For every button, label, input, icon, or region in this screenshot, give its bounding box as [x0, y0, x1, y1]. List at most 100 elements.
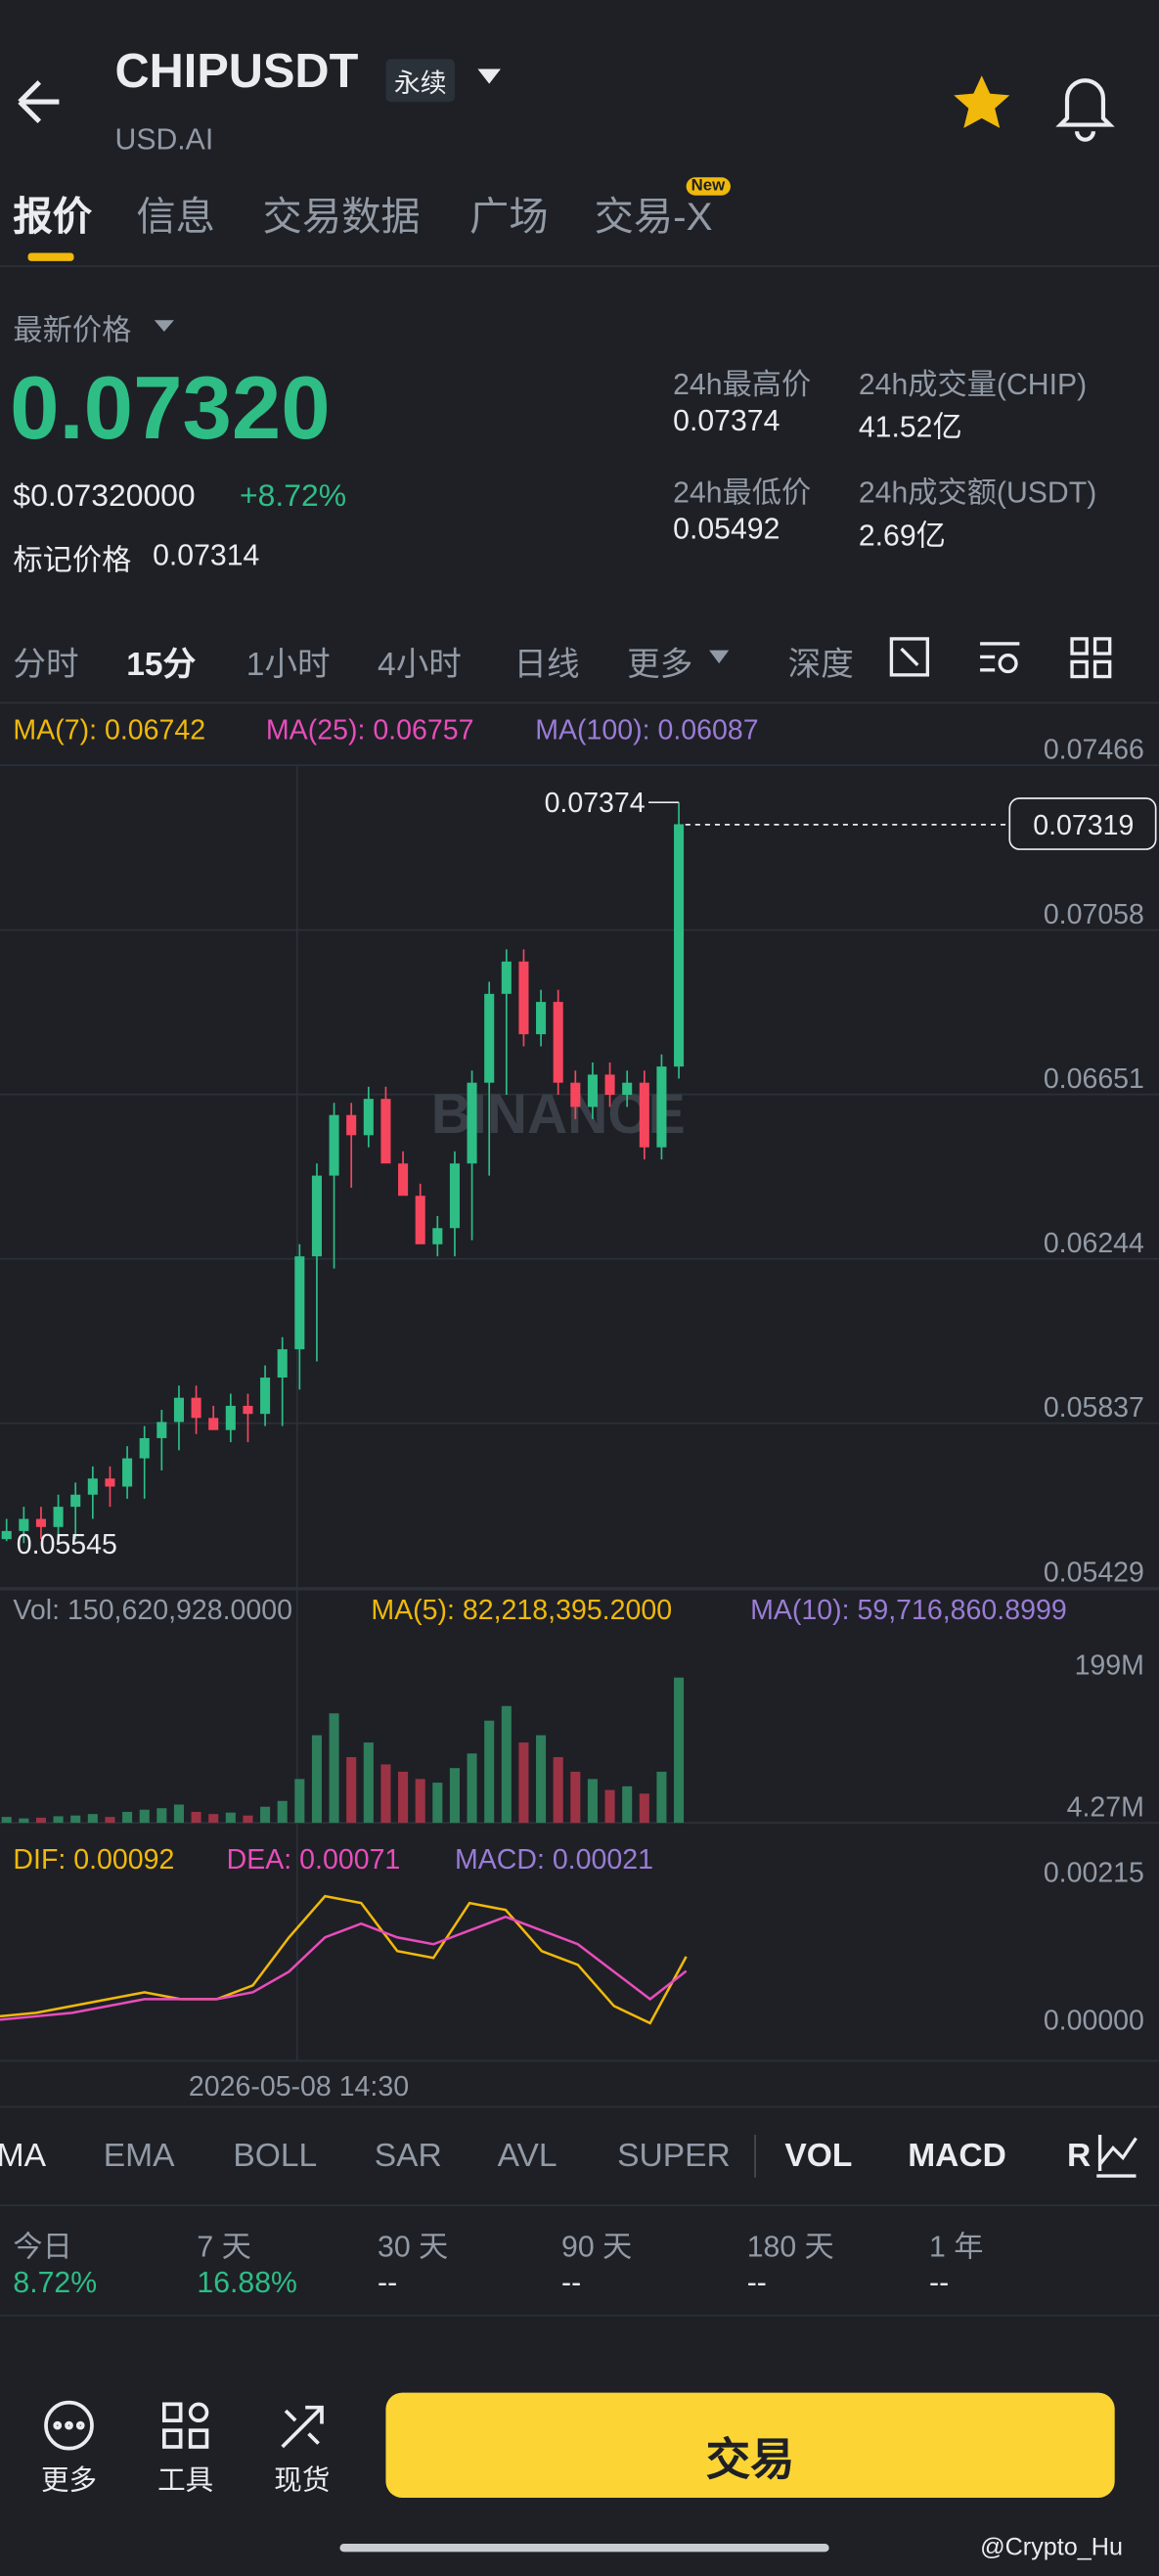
candle-body	[536, 1002, 547, 1035]
candle-body	[35, 1518, 46, 1527]
candle-body	[191, 1397, 201, 1419]
candle-body	[604, 1074, 615, 1096]
interval[interactable]: 深度	[787, 647, 854, 684]
candle-body	[518, 961, 529, 1035]
stat-value: 2.69亿	[858, 519, 946, 552]
candle-body	[363, 1099, 374, 1136]
stat-label: 24h最高价	[673, 367, 812, 401]
star-icon[interactable]	[954, 75, 1010, 128]
volume-bar	[277, 1800, 288, 1824]
interval[interactable]: 15分	[126, 647, 197, 684]
interval[interactable]: 日线	[513, 647, 580, 684]
indicator-label: MA(7): 0.06742	[13, 714, 206, 746]
y-tick-label: 0.00000	[1044, 2005, 1144, 2036]
contract-tag: 永续	[385, 59, 455, 103]
back-icon[interactable]	[18, 80, 60, 123]
perf-value: --	[929, 2266, 950, 2299]
volume-bar	[208, 1814, 219, 1824]
x-tick-label: 2026-05-08 14:30	[189, 2071, 409, 2102]
indicator-tab[interactable]: EMA	[103, 2138, 175, 2175]
caret-icon[interactable]	[154, 320, 174, 333]
bottom-icons[interactable]	[44, 2400, 324, 2451]
candle-body	[1, 1530, 12, 1540]
nav-label[interactable]: 更多	[40, 2464, 98, 2497]
indicator-tab[interactable]: VOL	[784, 2138, 853, 2175]
volume-bar	[570, 1771, 581, 1824]
indicator-tab[interactable]: BOLL	[233, 2138, 318, 2175]
volume-bar	[674, 1677, 685, 1824]
candle-body	[105, 1478, 115, 1487]
tab[interactable]: 信息	[136, 195, 215, 241]
tab[interactable]: 交易数据	[262, 195, 421, 241]
last-price: 0.07320	[10, 359, 331, 459]
perf-label: 180 天	[746, 2230, 834, 2263]
interval[interactable]: 更多	[627, 647, 693, 684]
y-tick-label: 0.05429	[1044, 1557, 1144, 1588]
volume-bar	[449, 1768, 460, 1824]
candle-body	[208, 1418, 219, 1430]
trade-button[interactable]	[385, 2392, 1115, 2498]
candle-body	[329, 1114, 339, 1176]
volume-bar	[329, 1713, 339, 1824]
new-badge: New	[686, 177, 731, 196]
interval[interactable]: 4小时	[378, 647, 462, 684]
trade-label[interactable]: 交易	[705, 2435, 795, 2485]
perf-value: --	[746, 2266, 767, 2299]
current-price-box	[1008, 797, 1157, 850]
tab[interactable]: 报价	[13, 195, 92, 241]
perf-value: 8.72%	[13, 2266, 98, 2299]
candle-body	[260, 1378, 271, 1415]
caret-icon[interactable]	[709, 650, 730, 664]
volume-bar	[156, 1808, 167, 1824]
toolbar-icons[interactable]	[889, 637, 1112, 679]
perf-label: 今日	[13, 2230, 72, 2263]
low-label: 0.05545	[17, 1529, 117, 1560]
volume-bar	[53, 1816, 64, 1824]
caret-icon[interactable]	[477, 68, 501, 84]
stat-value: 0.05492	[673, 512, 780, 546]
chart-settings-icon[interactable]	[1096, 2135, 1137, 2178]
indicator-tab[interactable]: R	[1067, 2138, 1092, 2175]
interval[interactable]: 分时	[13, 647, 79, 684]
candle-body	[70, 1494, 81, 1508]
candle-body	[553, 1002, 563, 1083]
candle-body	[139, 1437, 150, 1459]
tab[interactable]: 广场	[469, 195, 549, 241]
volume-bar	[1, 1817, 12, 1824]
volume-bar	[518, 1742, 529, 1824]
price-label[interactable]: 最新价格	[13, 313, 132, 347]
nav-label[interactable]: 工具	[157, 2464, 214, 2497]
candle-body	[501, 961, 512, 994]
indicator-tab[interactable]: SAR	[374, 2138, 442, 2175]
indicator-tab[interactable]: SUPER	[617, 2138, 731, 2175]
volume-bar	[122, 1811, 133, 1824]
volume-bar	[105, 1817, 115, 1824]
indicator-tab[interactable]: AVL	[497, 2138, 557, 2175]
candle-body	[432, 1228, 443, 1244]
nav-label[interactable]: 现货	[274, 2464, 331, 2497]
volume-bar	[656, 1771, 667, 1824]
candle-body	[639, 1082, 649, 1148]
tab[interactable]: 交易-X	[594, 195, 713, 241]
y-tick-label: 4.27M	[1067, 1792, 1144, 1824]
candle-body	[467, 1082, 477, 1164]
volume-bar	[467, 1753, 477, 1824]
y-tick-label: 0.07058	[1044, 899, 1144, 930]
indicator-tab[interactable]: MACD	[908, 2138, 1006, 2175]
candle-body	[277, 1349, 288, 1378]
high-label: 0.07374	[545, 788, 646, 819]
indicator-tab[interactable]: MA	[0, 2138, 46, 2175]
volume-bar	[87, 1814, 98, 1824]
bell-icon[interactable]	[1055, 78, 1115, 142]
volume-bar	[553, 1756, 563, 1824]
volume-bar	[19, 1818, 29, 1824]
interval[interactable]: 1小时	[245, 647, 331, 684]
candle-body	[449, 1163, 460, 1229]
volume-bar	[432, 1783, 443, 1824]
current-price: 0.07319	[1033, 810, 1134, 841]
price-change: +8.72%	[240, 479, 347, 515]
candle-body	[398, 1163, 409, 1197]
stat-label: 24h最低价	[673, 475, 812, 510]
indicator-label: Vol: 150,620,928.0000	[13, 1594, 293, 1626]
volume-bar	[587, 1779, 598, 1824]
